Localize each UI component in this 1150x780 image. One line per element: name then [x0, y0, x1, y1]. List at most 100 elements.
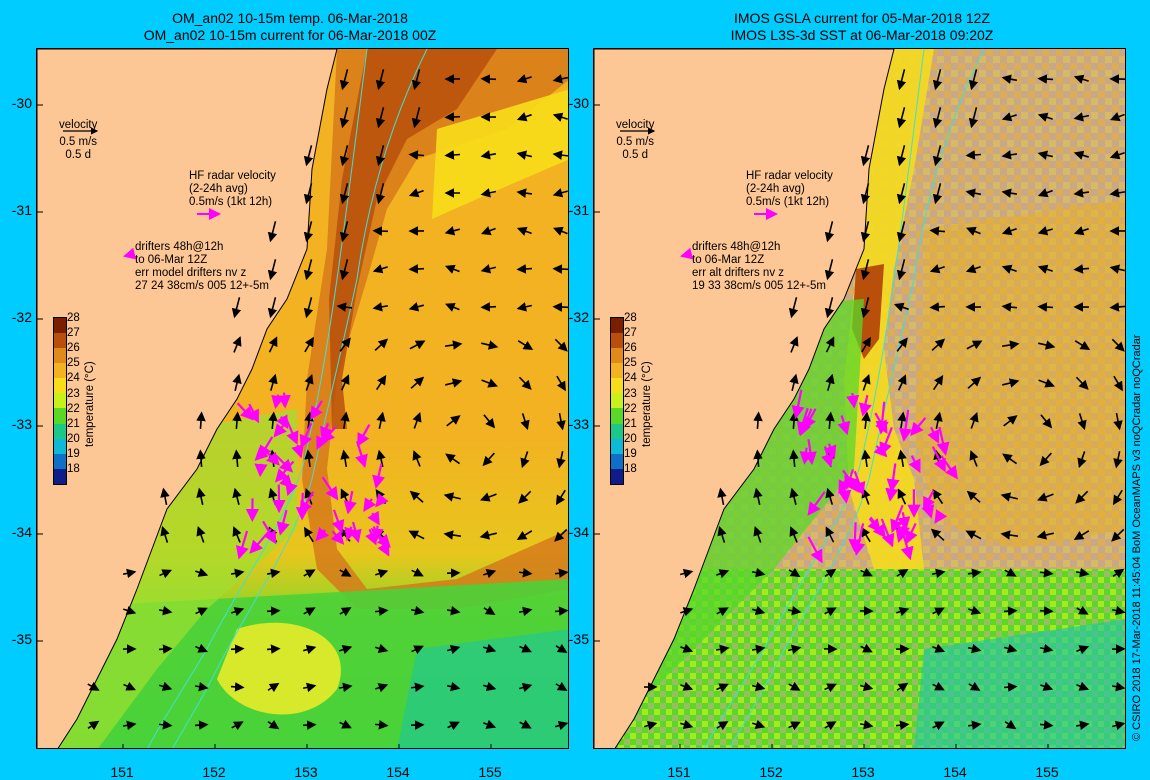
velocity-arrow	[443, 530, 462, 540]
velocity-arrow	[480, 302, 497, 312]
velocity-arrow	[1001, 264, 1017, 274]
colorbar-swatch	[54, 318, 66, 334]
velocity-arrow	[372, 302, 389, 312]
velocity-arrow	[410, 682, 425, 693]
lat-tick-label: -30	[11, 95, 32, 111]
drifter-track	[807, 536, 823, 564]
colorbar-tick: 24	[67, 372, 80, 385]
velocity-arrow	[715, 644, 730, 655]
colorbar-tick: 18	[67, 463, 80, 475]
velocity-arrow	[231, 297, 242, 319]
velocity-arrow	[932, 374, 944, 391]
velocity-arrow	[896, 145, 907, 167]
lat-tick-label: -34	[568, 524, 589, 540]
velocity-arrow	[680, 681, 694, 691]
colorbar-tick: 23	[67, 387, 80, 400]
velocity-time-right: 0.5 d	[622, 149, 648, 161]
velocity-arrow	[410, 376, 425, 389]
velocity-arrow	[787, 605, 802, 616]
velocity-arrow	[824, 297, 835, 319]
drifter-track	[271, 394, 285, 410]
colorbar	[53, 317, 67, 485]
colorbar-swatch	[54, 423, 66, 439]
velocity-arrow	[1109, 302, 1125, 312]
left-map-panel[interactable]: velocity 0.5 m/s 0.5 d HF radar velocity…	[36, 48, 569, 749]
velocity-arrow	[339, 107, 350, 129]
velocity-arrow	[789, 526, 799, 543]
drifter-scale-arrow-right	[680, 247, 694, 260]
colorbar-swatch	[611, 423, 623, 439]
velocity-arrow	[824, 721, 837, 731]
velocity-arrows	[87, 69, 568, 731]
velocity-arrow	[1037, 226, 1053, 236]
velocity-arrow	[897, 488, 907, 505]
colorbar-tick: 24	[624, 372, 637, 385]
velocity-arrow	[412, 450, 422, 467]
velocity-arrow	[158, 605, 173, 616]
velocity-arrow	[897, 449, 907, 468]
velocity-arrow	[1001, 226, 1017, 236]
velocity-arrow	[195, 607, 208, 617]
velocity-arrow	[1073, 112, 1090, 122]
velocity-arrow	[932, 489, 944, 505]
velocity-arrow	[753, 411, 763, 430]
velocity-arrow	[409, 490, 424, 503]
colorbar-title-right: temperature (°C)	[641, 361, 653, 447]
right-map-panel[interactable]: velocity 0.5 m/s 0.5 d HF radar velocity…	[593, 48, 1126, 749]
velocity-arrow	[123, 681, 136, 691]
velocity-arrow	[859, 681, 874, 692]
velocity-arrow	[969, 411, 979, 429]
velocity-arrow	[860, 259, 871, 281]
drifters-legend-right: drifters 48h@12h to 06-Mar 12Z err alt d…	[692, 241, 826, 293]
velocity-arrow	[1037, 188, 1053, 198]
lon-tick-label: 155	[478, 764, 502, 780]
colorbar-tick: 20	[67, 432, 80, 445]
lon-tick-label: 154	[386, 764, 410, 780]
velocity-arrow	[966, 226, 981, 236]
velocity-arrow	[896, 259, 907, 281]
drifters-line2-right: to 06-Mar 12Z	[692, 254, 765, 266]
velocity-arrow	[753, 487, 763, 505]
drifter-track	[874, 412, 888, 435]
velocity-arrow	[968, 69, 979, 91]
velocity-arrow	[555, 720, 568, 731]
colorbar-swatch	[611, 468, 623, 484]
velocity-arrow	[1037, 112, 1053, 122]
drifter-track	[803, 439, 817, 466]
velocity-arrow	[552, 188, 568, 198]
velocity-arrow	[556, 412, 566, 431]
velocity-arrow	[87, 720, 100, 731]
velocity-arrow	[554, 568, 568, 579]
velocity-arrow	[1004, 643, 1018, 654]
drifter-track	[277, 392, 291, 409]
velocity-arrow	[1000, 530, 1019, 540]
velocity-arrow	[483, 719, 497, 729]
velocity-arrow	[1037, 74, 1054, 84]
drifter-track	[867, 517, 881, 533]
velocity-arrow	[483, 605, 496, 615]
colorbar-swatch	[611, 393, 623, 409]
velocity-arrow	[304, 373, 314, 391]
velocity-arrow	[860, 567, 873, 577]
lon-tick-label: 152	[759, 764, 783, 780]
drifter-track	[823, 443, 837, 460]
velocity-arrow	[1075, 490, 1089, 504]
velocity-arrow	[932, 145, 943, 167]
velocity-arrow	[266, 568, 281, 579]
velocity-arrow	[196, 487, 206, 505]
velocity-label: velocity	[59, 119, 98, 131]
colorbar-swatch	[54, 453, 66, 469]
velocity-arrow	[860, 221, 871, 243]
velocity-arrow	[932, 721, 945, 731]
velocity-arrow	[230, 568, 245, 579]
velocity-scale-right: 0.5 m/s	[616, 136, 655, 148]
drifter-track	[363, 497, 376, 512]
velocity-arrow	[969, 450, 979, 467]
velocity-arrow	[554, 606, 568, 616]
drifter-track	[886, 463, 900, 493]
velocity-arrow	[965, 264, 981, 274]
drifter-track	[320, 422, 333, 441]
velocity-label-right: velocity	[616, 119, 655, 131]
velocity-arrow	[268, 411, 278, 430]
velocity-arrow	[1073, 74, 1089, 84]
